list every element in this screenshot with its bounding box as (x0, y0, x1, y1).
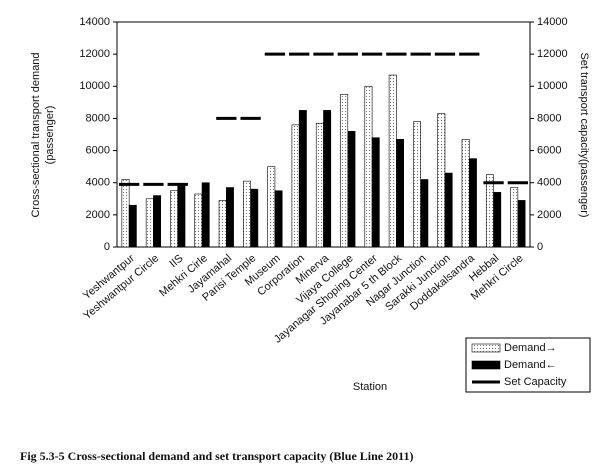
legend-label: Demand← (504, 359, 557, 371)
y2-tick-label: 4000 (537, 177, 561, 189)
bar (396, 139, 404, 248)
bar (461, 139, 470, 248)
y2-tick-label: 12000 (537, 48, 568, 60)
y-tick-label: 6000 (86, 144, 110, 156)
bar (315, 122, 324, 248)
y2-tick-label: 0 (537, 241, 543, 253)
bar (347, 130, 356, 248)
bar (274, 190, 283, 248)
y2-tick-label: 10000 (537, 80, 568, 92)
bar (420, 179, 429, 248)
legend-label: Demand→ (504, 342, 557, 354)
y2-tick-label: 8000 (537, 112, 561, 124)
bar (388, 74, 397, 248)
y-axis-title: (passenger) (44, 106, 56, 165)
bar (145, 198, 154, 248)
bar (413, 121, 421, 248)
bar (121, 179, 130, 248)
bar (517, 200, 526, 248)
bar (218, 200, 227, 248)
y-tick-label: 4000 (86, 177, 110, 189)
bar (340, 94, 349, 248)
bar (364, 85, 373, 248)
bar (128, 204, 137, 248)
bar (194, 193, 203, 248)
bar (250, 188, 259, 248)
y-tick-label: 8000 (86, 112, 110, 124)
legend-label: Set Capacity (504, 376, 567, 388)
bar (323, 110, 332, 248)
x-axis-title: Station (353, 381, 387, 393)
bar (298, 110, 307, 248)
bar (201, 182, 210, 248)
bar (510, 187, 519, 248)
bar (291, 124, 300, 248)
bar (468, 158, 477, 248)
bar (226, 187, 234, 248)
bar (485, 174, 494, 248)
legend-swatch (471, 343, 501, 353)
y-tick-label: 14000 (79, 16, 110, 28)
y-tick-label: 2000 (86, 209, 110, 221)
y-tick-label: 12000 (79, 48, 110, 60)
bar (153, 195, 162, 248)
bar (444, 172, 453, 248)
legend-swatch (471, 360, 501, 370)
bar (267, 166, 276, 248)
y2-axis-title: Set transport capacity(passenger) (578, 52, 590, 217)
bar (371, 137, 380, 248)
y2-tick-label: 14000 (537, 16, 568, 28)
bar (170, 190, 179, 248)
bar (177, 185, 186, 248)
y2-tick-label: 2000 (537, 209, 561, 221)
bar (493, 192, 502, 248)
bar (243, 180, 251, 248)
y-tick-label: 0 (104, 241, 110, 253)
y-axis-title: Cross-sectional transport demand (30, 52, 42, 217)
y2-tick-label: 6000 (537, 144, 561, 156)
y-tick-label: 10000 (79, 80, 110, 92)
bar (437, 113, 446, 248)
caption: Fig 5.3-5 Cross-sectional demand and set… (20, 449, 413, 463)
